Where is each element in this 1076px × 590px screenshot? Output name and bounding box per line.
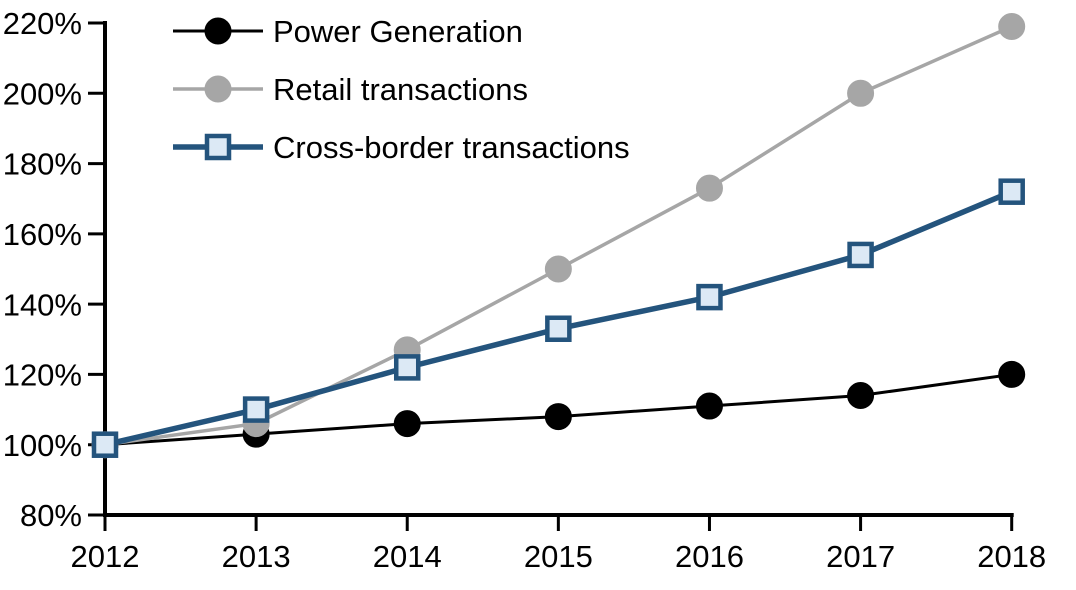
axes: 80% 100% 120% 140% 160% 180% 200% 220% 2012 2013 2…	[3, 6, 1046, 574]
marker-power-generation-2016	[695, 392, 723, 420]
x-axis-tick-label: 2014	[373, 539, 442, 574]
y-axis-tick-label: 160%	[3, 217, 82, 252]
y-axis-tick-label: 200%	[3, 76, 82, 111]
marker-cross-border-transactions-2017	[847, 241, 874, 269]
marker-power-generation-2015	[544, 403, 572, 431]
x-axis-tick-label: 2016	[675, 539, 744, 574]
marker-legend-power-generation	[204, 17, 232, 45]
marker-legend-retail-transactions	[204, 75, 232, 103]
marker-retail-transactions-2015	[544, 255, 572, 283]
marker-legend-cross-border-transactions	[204, 133, 232, 161]
legend-item-cross-border-transactions: Cross-border transactions	[173, 130, 630, 165]
legend-item-power-generation: Power Generation	[173, 14, 523, 49]
marker-cross-border-transactions-2012	[91, 431, 119, 458]
series-cross-border-transactions	[91, 178, 1025, 458]
marker-cross-border-transactions-2018	[998, 178, 1025, 205]
marker-retail-transactions-2016	[695, 174, 723, 202]
legend-label-power-generation: Power Generation	[273, 14, 523, 49]
y-axis-tick-label: 80%	[20, 498, 82, 533]
marker-power-generation-2018	[998, 360, 1026, 388]
x-axis-tick-label: 2015	[524, 539, 593, 574]
series-power-generation	[91, 360, 1026, 459]
x-axis-tick-label: 2017	[826, 539, 895, 574]
y-axis-tick-label: 220%	[3, 6, 82, 41]
marker-power-generation-2014	[393, 410, 421, 438]
marker-cross-border-transactions-2015	[545, 315, 572, 342]
marker-power-generation-2017	[847, 382, 875, 410]
marker-cross-border-transactions-2016	[696, 283, 723, 311]
y-axis-tick-label: 180%	[3, 147, 82, 182]
legend-item-retail-transactions: Retail transactions	[173, 72, 528, 107]
y-axis-tick-label: 120%	[3, 358, 82, 393]
legend-label-retail-transactions: Retail transactions	[273, 72, 528, 107]
x-axis-tick-label: 2013	[222, 539, 291, 574]
marker-retail-transactions-2018	[998, 13, 1026, 41]
y-axis-tick-label: 100%	[3, 428, 82, 463]
legend: Power Generation Retail transactions Cross…	[173, 14, 630, 165]
y-axis-tick-label: 140%	[3, 287, 82, 322]
marker-cross-border-transactions-2014	[393, 354, 421, 381]
x-axis-tick-label: 2012	[71, 539, 140, 574]
marker-cross-border-transactions-2013	[242, 396, 270, 423]
x-axis-tick-label: 2018	[977, 539, 1046, 574]
legend-label-cross-border-transactions: Cross-border transactions	[273, 130, 630, 165]
marker-retail-transactions-2017	[847, 79, 875, 107]
